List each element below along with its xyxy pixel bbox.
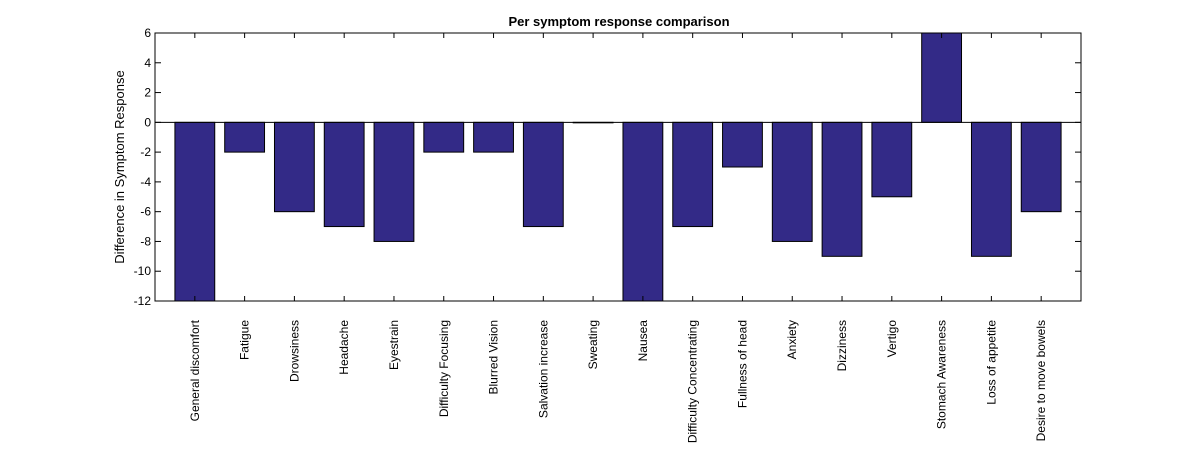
- bar-15: [921, 32, 963, 123]
- y-tick-label-2: 2: [144, 86, 151, 100]
- bar-9: [622, 121, 664, 302]
- bar-3: [323, 121, 365, 228]
- x-axis-category-labels: General discomfort Fatigue Drowsiness Heada…: [188, 33, 1048, 443]
- y-axis-label: Difference in Symptom Response: [112, 70, 127, 263]
- y-tick-label-0: 6: [144, 26, 151, 40]
- bar-14: [871, 121, 913, 198]
- x-category-label-9: Nausea: [636, 320, 650, 362]
- x-category-label-0: General discomfort: [188, 319, 202, 421]
- x-category-label-4: Eyestrain: [387, 320, 401, 370]
- bar-4: [373, 121, 415, 242]
- y-tick-label-7: -8: [140, 234, 151, 248]
- x-category-label-14: Vertigo: [885, 320, 899, 358]
- bar-12: [771, 121, 813, 242]
- bar-13: [821, 121, 863, 257]
- bar-16: [970, 121, 1012, 257]
- x-category-label-1: Fatigue: [238, 320, 252, 360]
- x-category-label-17: Desire to move bowels: [1034, 320, 1048, 441]
- x-category-label-8: Sweating: [586, 320, 600, 369]
- x-category-label-5: Difficulty Focusing: [437, 320, 451, 417]
- y-tick-label-5: -4: [140, 175, 151, 189]
- x-category-label-6: Blurred Vision: [487, 320, 501, 394]
- x-category-label-11: Fullness of head: [735, 320, 749, 408]
- x-category-label-3: Headache: [337, 320, 351, 375]
- y-tick-label-3: 0: [144, 115, 151, 129]
- x-category-label-7: Salvation increase: [536, 320, 550, 418]
- x-category-label-2: Drowsiness: [287, 320, 301, 382]
- bar-10: [672, 121, 714, 228]
- y-tick-label-8: -10: [134, 264, 152, 278]
- bar-6: [473, 121, 514, 153]
- bar-7: [522, 121, 564, 228]
- x-category-label-13: Dizziness: [835, 320, 849, 371]
- bar-5: [423, 121, 465, 153]
- x-category-label-10: Difficulty Concentrating: [686, 320, 700, 443]
- x-category-label-15: Stomach Awareness: [935, 320, 949, 429]
- y-tick-label-6: -6: [140, 205, 151, 219]
- y-tick-label-4: -2: [140, 145, 151, 159]
- y-tick-label-9: -12: [134, 294, 152, 308]
- bar-17: [1020, 121, 1062, 213]
- chart-title: Per symptom response comparison: [508, 14, 729, 29]
- y-tick-label-1: 4: [144, 56, 151, 70]
- bar-2: [273, 121, 315, 213]
- bar-11: [722, 121, 763, 168]
- y-axis-ticks: 6 4 2 0 -2 -4 -6 -8 -10 -12: [134, 26, 1081, 308]
- bar-1: [224, 121, 266, 153]
- plot-frame: [154, 32, 1082, 302]
- x-category-label-16: Loss of appetite: [984, 320, 998, 405]
- bar-0: [174, 121, 216, 302]
- bars-group: [174, 32, 1062, 302]
- x-category-label-12: Anxiety: [785, 320, 799, 359]
